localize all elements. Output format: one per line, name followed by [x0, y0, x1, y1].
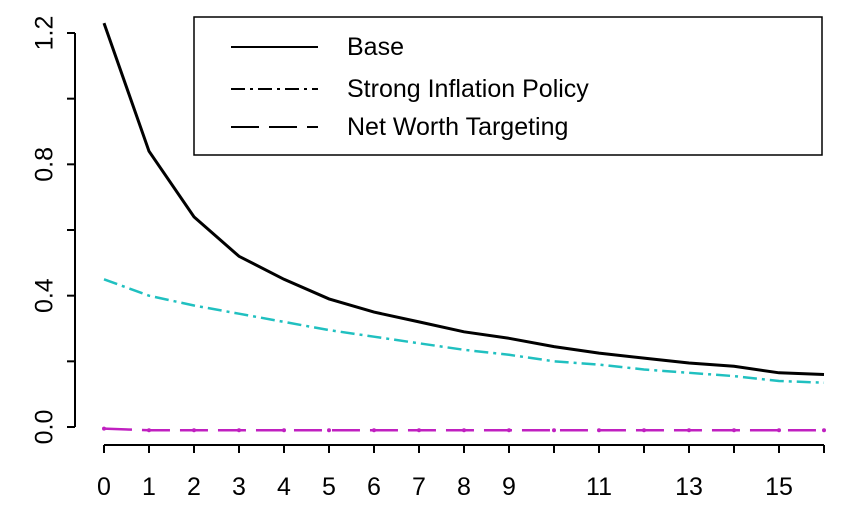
- data-point: [147, 428, 151, 433]
- legend-label-net-worth-targeting: Net Worth Targeting: [347, 113, 568, 141]
- data-point: [102, 426, 106, 431]
- x-tick-label: 6: [367, 473, 381, 501]
- data-point: [642, 428, 646, 433]
- x-tick-label: 0: [97, 473, 111, 501]
- data-point: [732, 428, 736, 433]
- data-point: [192, 428, 196, 433]
- data-point: [462, 428, 466, 433]
- x-tick-label: 1: [142, 473, 156, 501]
- data-point: [282, 428, 286, 433]
- data-point: [507, 428, 511, 433]
- data-point: [237, 428, 241, 433]
- y-tick-label: 0.4: [31, 278, 59, 313]
- x-axis-ticks: 0 1 2 3 4 5 6 7 8 9 11 13 15: [97, 445, 825, 501]
- data-point: [687, 428, 691, 433]
- x-tick-label: 15: [765, 473, 793, 501]
- x-tick-label: 4: [277, 473, 291, 501]
- series-lines: [102, 22, 826, 433]
- data-point: [597, 428, 601, 433]
- data-point: [777, 428, 781, 433]
- legend-box: [193, 16, 823, 156]
- axes: 0.0 0.4 0.8 1.2 0 1 2 3 4 5 6 7 8 9 11 13 15: [31, 16, 825, 501]
- legend-label-strong-inflation-policy: Strong Inflation Policy: [347, 75, 589, 103]
- series-line-base: [102, 22, 825, 376]
- x-tick-label: 7: [412, 473, 426, 501]
- data-point: [552, 428, 556, 433]
- legend: Base Strong Inflation Policy Net Worth T…: [193, 16, 823, 156]
- x-tick-label: 8: [457, 473, 471, 501]
- legend-label-base: Base: [347, 33, 404, 61]
- x-tick-label: 9: [502, 473, 516, 501]
- y-tick-label: 1.2: [31, 16, 59, 51]
- y-axis-ticks: 0.0 0.4 0.8 1.2: [31, 16, 75, 445]
- data-point: [417, 428, 421, 433]
- y-tick-label: 0.8: [31, 147, 59, 182]
- data-point: [822, 428, 826, 433]
- x-tick-label: 11: [586, 473, 612, 501]
- x-tick-label: 13: [675, 473, 703, 501]
- y-tick-label: 0.0: [31, 410, 59, 445]
- x-tick-label: 3: [232, 473, 246, 501]
- data-point: [372, 428, 376, 433]
- x-tick-label: 2: [187, 473, 201, 501]
- x-tick-label: 5: [322, 473, 336, 501]
- data-point: [327, 428, 331, 433]
